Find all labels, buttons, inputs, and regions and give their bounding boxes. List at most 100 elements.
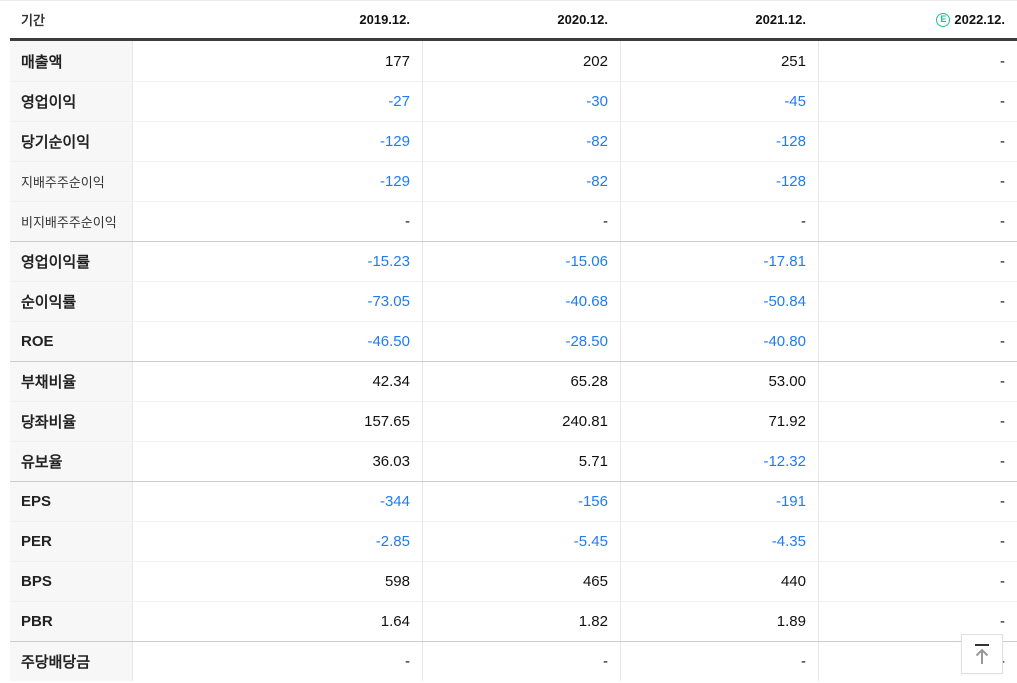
cell-value: 71.92 — [620, 402, 818, 441]
table-body: 매출액 177 202 251 - 영업이익 -27 -30 -45 - 당기순… — [10, 41, 1017, 681]
row-label: ROE — [10, 322, 133, 361]
row-label: 영업이익 — [10, 82, 133, 121]
row-label: 유보율 — [10, 442, 133, 481]
cell-value: - — [620, 642, 818, 681]
row-label: 비지배주주순이익 — [10, 202, 133, 241]
estimate-icon: E — [936, 12, 951, 27]
cell-value: 177 — [384, 52, 410, 70]
table-header-row: 기간 2019.12. 2020.12. 2021.12. E 2022.12. — [10, 1, 1017, 41]
year-header-2021: 2021.12. — [755, 12, 806, 27]
table-row: 매출액 177 202 251 - — [10, 41, 1017, 81]
cell-value: - — [422, 642, 620, 681]
table-row: 지배주주순이익 -129 -82 -128 - — [10, 161, 1017, 201]
cell-value: - — [405, 653, 410, 670]
cell-value: - — [818, 242, 1017, 281]
cell-value: -28.50 — [422, 322, 620, 361]
table-row: 비지배주주순이익 - - - - — [10, 201, 1017, 241]
table-row: 영업이익 -27 -30 -45 - — [10, 81, 1017, 121]
cell-value: - — [818, 322, 1017, 361]
row-label: 당좌비율 — [10, 402, 133, 441]
cell-value: -17.81 — [620, 242, 818, 281]
cell-value: - — [818, 162, 1017, 201]
cell-value: 1.89 — [620, 602, 818, 641]
row-label: 부채비율 — [10, 362, 133, 401]
row-label: PER — [10, 522, 133, 561]
cell-value: -344 — [379, 493, 410, 510]
cell-value: -50.84 — [620, 282, 818, 321]
row-label: 영업이익률 — [10, 242, 133, 281]
row-label: 매출액 — [10, 41, 133, 81]
cell-value: - — [818, 562, 1017, 601]
cell-value: -82 — [422, 122, 620, 161]
table-row: PER -2.85 -5.45 -4.35 - — [10, 521, 1017, 561]
year-header-2022-estimate: E 2022.12. — [818, 1, 1017, 38]
table-row: 당기순이익 -129 -82 -128 - — [10, 121, 1017, 161]
row-label: 지배주주순이익 — [10, 162, 133, 201]
cell-value: - — [620, 202, 818, 241]
cell-value: -27 — [388, 93, 410, 110]
cell-value: -128 — [620, 122, 818, 161]
cell-value: -73.05 — [367, 293, 410, 310]
cell-value: - — [818, 41, 1017, 81]
cell-value: 598 — [384, 573, 410, 590]
table-row: ROE -46.50 -28.50 -40.80 - — [10, 321, 1017, 361]
cell-value: -129 — [379, 133, 410, 150]
cell-value: 440 — [620, 562, 818, 601]
cell-value: 1.82 — [422, 602, 620, 641]
table-row: 순이익률 -73.05 -40.68 -50.84 - — [10, 281, 1017, 321]
cell-value: - — [818, 82, 1017, 121]
cell-value: -30 — [422, 82, 620, 121]
table-row: 유보율 36.03 5.71 -12.32 - — [10, 441, 1017, 481]
cell-value: - — [818, 122, 1017, 161]
cell-value: - — [818, 602, 1017, 641]
period-header: 기간 — [21, 13, 45, 28]
row-label: BPS — [10, 562, 133, 601]
cell-value: -45 — [620, 82, 818, 121]
cell-value: -4.35 — [620, 522, 818, 561]
cell-value: -156 — [422, 482, 620, 521]
cell-value: -15.06 — [422, 242, 620, 281]
table-row: BPS 598 465 440 - — [10, 561, 1017, 601]
table-row: 주당배당금 - - - - — [10, 641, 1017, 681]
cell-value: - — [818, 362, 1017, 401]
cell-value: -40.80 — [620, 322, 818, 361]
cell-value: 251 — [620, 41, 818, 81]
cell-value: - — [818, 482, 1017, 521]
cell-value: -191 — [620, 482, 818, 521]
cell-value: - — [405, 213, 410, 230]
cell-value: - — [818, 202, 1017, 241]
cell-value: 157.65 — [364, 413, 410, 430]
cell-value: 36.03 — [372, 453, 410, 470]
cell-value: 1.64 — [380, 613, 410, 630]
cell-value: - — [818, 442, 1017, 481]
year-header-2020: 2020.12. — [557, 12, 608, 27]
table-row: 부채비율 42.34 65.28 53.00 - — [10, 361, 1017, 401]
arrow-up-to-line-icon — [975, 644, 989, 664]
cell-value: 42.34 — [372, 373, 410, 390]
year-header-2019: 2019.12. — [359, 12, 410, 27]
cell-value: 465 — [422, 562, 620, 601]
cell-value: - — [818, 522, 1017, 561]
cell-value: -12.32 — [620, 442, 818, 481]
table-row: EPS -344 -156 -191 - — [10, 481, 1017, 521]
cell-value: - — [818, 402, 1017, 441]
cell-value: 202 — [422, 41, 620, 81]
cell-value: -5.45 — [422, 522, 620, 561]
row-label: PBR — [10, 602, 133, 641]
cell-value: 65.28 — [422, 362, 620, 401]
cell-value: -15.23 — [367, 253, 410, 270]
cell-value: - — [422, 202, 620, 241]
cell-value: -46.50 — [367, 333, 410, 350]
row-label: EPS — [10, 482, 133, 521]
cell-value: -40.68 — [422, 282, 620, 321]
cell-value: -2.85 — [375, 533, 410, 550]
cell-value: -129 — [379, 173, 410, 190]
table-row: PBR 1.64 1.82 1.89 - — [10, 601, 1017, 641]
row-label: 주당배당금 — [10, 642, 133, 681]
cell-value: -128 — [620, 162, 818, 201]
row-label: 당기순이익 — [10, 122, 133, 161]
cell-value: 240.81 — [422, 402, 620, 441]
cell-value: - — [818, 282, 1017, 321]
scroll-to-top-button[interactable] — [961, 634, 1003, 674]
